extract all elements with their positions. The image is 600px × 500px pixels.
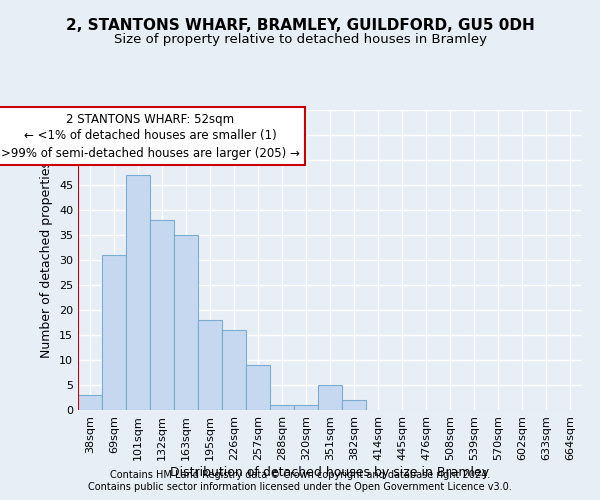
Text: Contains public sector information licensed under the Open Government Licence v3: Contains public sector information licen… xyxy=(88,482,512,492)
Y-axis label: Number of detached properties: Number of detached properties xyxy=(40,162,53,358)
Bar xyxy=(174,235,198,410)
Bar xyxy=(78,395,102,410)
Text: 2 STANTONS WHARF: 52sqm
← <1% of detached houses are smaller (1)
>99% of semi-de: 2 STANTONS WHARF: 52sqm ← <1% of detache… xyxy=(1,112,299,160)
Bar xyxy=(150,220,174,410)
Bar xyxy=(102,255,126,410)
Bar xyxy=(294,405,318,410)
Bar xyxy=(318,385,342,410)
Bar xyxy=(342,400,366,410)
Text: Contains HM Land Registry data © Crown copyright and database right 2024.: Contains HM Land Registry data © Crown c… xyxy=(110,470,490,480)
Bar xyxy=(126,175,150,410)
Bar xyxy=(198,320,222,410)
Bar xyxy=(222,330,246,410)
Text: 2, STANTONS WHARF, BRAMLEY, GUILDFORD, GU5 0DH: 2, STANTONS WHARF, BRAMLEY, GUILDFORD, G… xyxy=(65,18,535,32)
Bar xyxy=(246,365,270,410)
Text: Size of property relative to detached houses in Bramley: Size of property relative to detached ho… xyxy=(113,32,487,46)
X-axis label: Distribution of detached houses by size in Bramley: Distribution of detached houses by size … xyxy=(170,466,490,478)
Bar xyxy=(270,405,294,410)
